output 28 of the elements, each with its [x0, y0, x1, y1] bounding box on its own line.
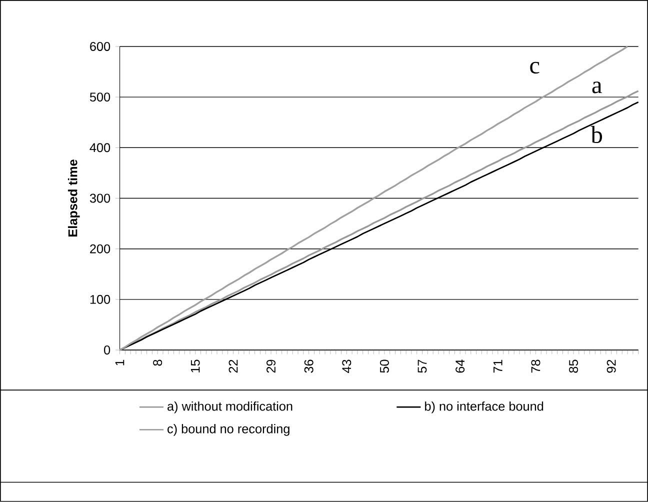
legend-label: a) without modification: [168, 402, 292, 414]
annotation: b: [590, 126, 602, 144]
legend-label: c) bound no recording: [168, 424, 290, 436]
annotation: c: [530, 62, 540, 74]
x-tick-label: 50: [380, 360, 389, 373]
x-tick-label: 71: [494, 360, 502, 373]
y-tick-label: 600: [90, 42, 110, 52]
y-tick-label: 500: [90, 92, 110, 102]
annotation: a: [592, 82, 602, 94]
x-tick-label: 15: [190, 360, 200, 372]
legend-label: b) no interface bound: [425, 402, 544, 414]
x-tick-label: 8: [153, 360, 162, 366]
y-tick-label: 400: [90, 143, 110, 152]
y-tick-label: 100: [90, 295, 110, 304]
x-tick-label: 57: [418, 360, 427, 373]
y-tick-label: 0: [104, 346, 110, 355]
x-tick-label: 43: [342, 360, 352, 374]
x-tick-label: 85: [569, 360, 578, 373]
x-tick-label: 92: [606, 360, 616, 373]
x-tick-label: 64: [456, 360, 465, 373]
x-tick-label: 22: [228, 360, 238, 373]
x-tick-label: 1: [115, 360, 124, 366]
y-tick-label: 300: [90, 194, 110, 203]
x-tick-label: 29: [266, 360, 276, 373]
x-tick-label: 36: [304, 360, 314, 373]
y-axis-title: Elapsed time: [68, 160, 80, 237]
x-tick-label: 78: [531, 360, 540, 373]
y-tick-label: 200: [90, 244, 110, 254]
